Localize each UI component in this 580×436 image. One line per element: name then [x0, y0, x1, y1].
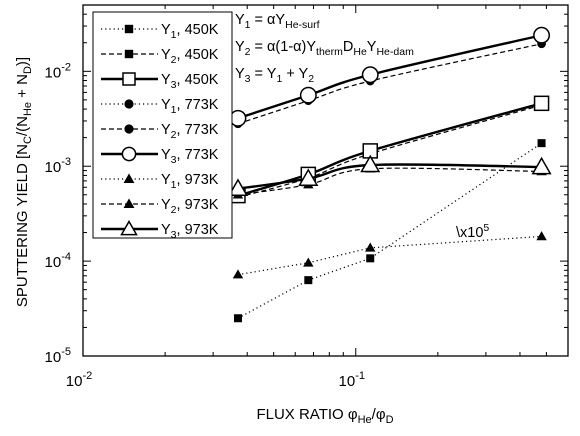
triangle-marker	[360, 154, 381, 173]
series-layer	[227, 26, 552, 323]
triangle-marker	[303, 257, 314, 267]
triangle-marker	[123, 173, 135, 183]
legend-entry: Y2, 450K	[101, 47, 219, 66]
legend-label: Y1, 773K	[161, 97, 219, 116]
triangle-marker	[227, 178, 249, 196]
legend-label: Y3, 450K	[161, 72, 219, 91]
y-tick-label: 10-2	[45, 61, 71, 81]
series-line	[237, 34, 542, 120]
series-line	[237, 167, 542, 196]
legend-label: Y3, 973K	[161, 222, 219, 241]
legend-entry: Y1, 450K	[101, 22, 219, 41]
equation-y2: Y2 = α(1-α)YthermDHeYHe-dam	[235, 39, 414, 58]
circle-marker	[124, 124, 134, 134]
series-line	[237, 43, 542, 125]
circle-marker	[533, 26, 551, 44]
legend-entry: Y2, 773K	[101, 122, 219, 141]
y-axis-title: SPUTTERING YIELD [NC/(NHe + ND)]	[14, 57, 34, 307]
circle-marker	[361, 66, 379, 84]
equation-y3: Y3 = Y1 + Y2	[235, 66, 314, 85]
legend-label: Y2, 773K	[161, 122, 219, 141]
legend-entry: Y3, 973K	[101, 219, 219, 241]
square-marker	[304, 276, 313, 285]
legend-entry: Y1, 973K	[101, 172, 219, 191]
square-marker	[122, 72, 136, 86]
triangle-marker	[536, 231, 547, 241]
square-marker	[366, 254, 375, 263]
series-8	[232, 163, 547, 199]
legend-label: Y3, 773K	[161, 147, 219, 166]
series-line	[237, 235, 542, 276]
series-line	[237, 142, 542, 319]
series-1	[233, 139, 546, 323]
triangle-marker	[123, 198, 135, 208]
x-tick-label: 10-1	[339, 370, 365, 390]
series-2	[233, 101, 546, 202]
legend-entry: Y3, 450K	[101, 72, 219, 91]
tick-labels: 10-2 10-1 10-5 10-4 10-3 10-2	[45, 61, 365, 390]
circle-marker	[299, 86, 317, 104]
square-marker	[537, 139, 546, 148]
circle-marker	[121, 146, 137, 162]
y-tick-label: 10-3	[45, 156, 71, 176]
triangle-marker	[232, 269, 244, 279]
scale-note-x10-5: \x105	[456, 222, 489, 241]
legend-entry: Y2, 973K	[101, 197, 219, 216]
legend-label: Y2, 450K	[161, 47, 219, 66]
series-line	[237, 163, 542, 190]
legend-label: Y1, 973K	[161, 172, 219, 191]
square-marker	[233, 314, 242, 323]
legend-entry: Y1, 773K	[101, 97, 219, 116]
series-6	[229, 26, 551, 127]
series-9	[227, 154, 552, 196]
square-marker	[124, 24, 134, 34]
legend-box	[92, 11, 233, 239]
legend-label: Y2, 973K	[161, 197, 219, 216]
square-marker	[124, 49, 134, 59]
y-tick-label: 10-4	[45, 251, 71, 271]
square-marker	[533, 95, 550, 112]
axis-ticks	[82, 4, 569, 357]
series-7	[232, 231, 547, 279]
equation-y1: Y1 = αYHe-surf	[235, 12, 320, 31]
series-line	[237, 104, 542, 198]
triangle-marker	[298, 168, 319, 186]
circle-marker	[124, 99, 134, 109]
legend-label: Y1, 450K	[161, 22, 219, 41]
triangle-marker	[365, 242, 376, 252]
x-axis-title: FLUX RATIO φHe/φD	[256, 406, 393, 426]
triangle-marker	[120, 219, 138, 236]
triangle-marker	[531, 156, 552, 175]
x-tick-label: 10-2	[66, 370, 92, 390]
legend: Y1, 450K Y2, 450K Y3, 450K Y1, 773K Y2, 773K…	[92, 11, 233, 241]
equation-annotations: Y1 = αYHe-surf Y2 = α(1-α)YthermDHeYHe-d…	[235, 12, 414, 85]
legend-entry: Y3, 773K	[101, 146, 219, 166]
circle-marker	[229, 109, 247, 127]
y-tick-label: 10-5	[45, 346, 71, 366]
